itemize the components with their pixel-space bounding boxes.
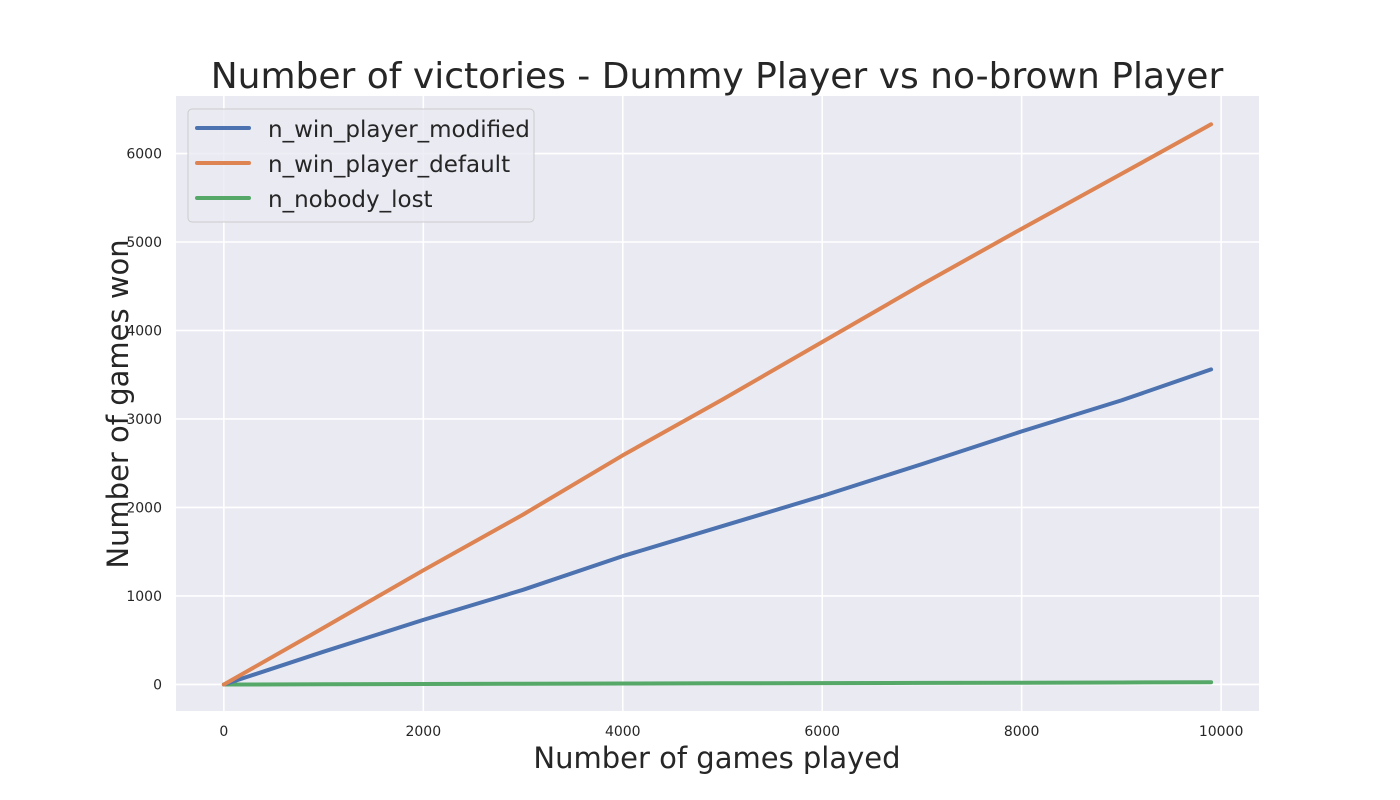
chart-title: Number of victories - Dummy Player vs no… <box>211 56 1224 97</box>
series-lines <box>221 122 1214 687</box>
y-tick-label: 4000 <box>126 323 162 339</box>
y-tick-label: 3000 <box>126 412 162 428</box>
y-axis-label: Number of games won <box>101 239 135 568</box>
legend-label-default: n_win_player_default <box>268 152 510 178</box>
series-line-n-win-player-default <box>221 122 1214 687</box>
x-tick-label: 4000 <box>605 724 641 740</box>
y-tick-label: 1000 <box>126 589 162 605</box>
y-tick-label: 2000 <box>126 500 162 516</box>
x-tick-label: 10000 <box>1199 724 1244 740</box>
x-tick-label: 8000 <box>1004 724 1040 740</box>
legend-label-nobody-lost: n_nobody_lost <box>268 187 433 213</box>
x-tick-label: 0 <box>219 724 228 740</box>
y-tick-label: 5000 <box>126 235 162 251</box>
x-tick-label: 6000 <box>804 724 840 740</box>
legend: n_win_player_modified n_win_player_defau… <box>187 108 535 223</box>
legend-label-modified: n_win_player_modified <box>268 117 530 143</box>
x-tick-label: 2000 <box>405 724 441 740</box>
x-axis-ticks: 0 2000 4000 6000 8000 10000 <box>219 724 1243 740</box>
y-axis-ticks: 0 1000 2000 3000 4000 5000 6000 <box>126 147 162 694</box>
y-tick-label: 0 <box>153 677 162 693</box>
y-tick-label: 6000 <box>126 147 162 163</box>
series-line-n-win-player-modified <box>221 367 1214 687</box>
series-line-n-nobody-lost <box>221 680 1214 687</box>
x-axis-label: Number of games played <box>533 741 900 775</box>
legend-box <box>187 108 535 223</box>
